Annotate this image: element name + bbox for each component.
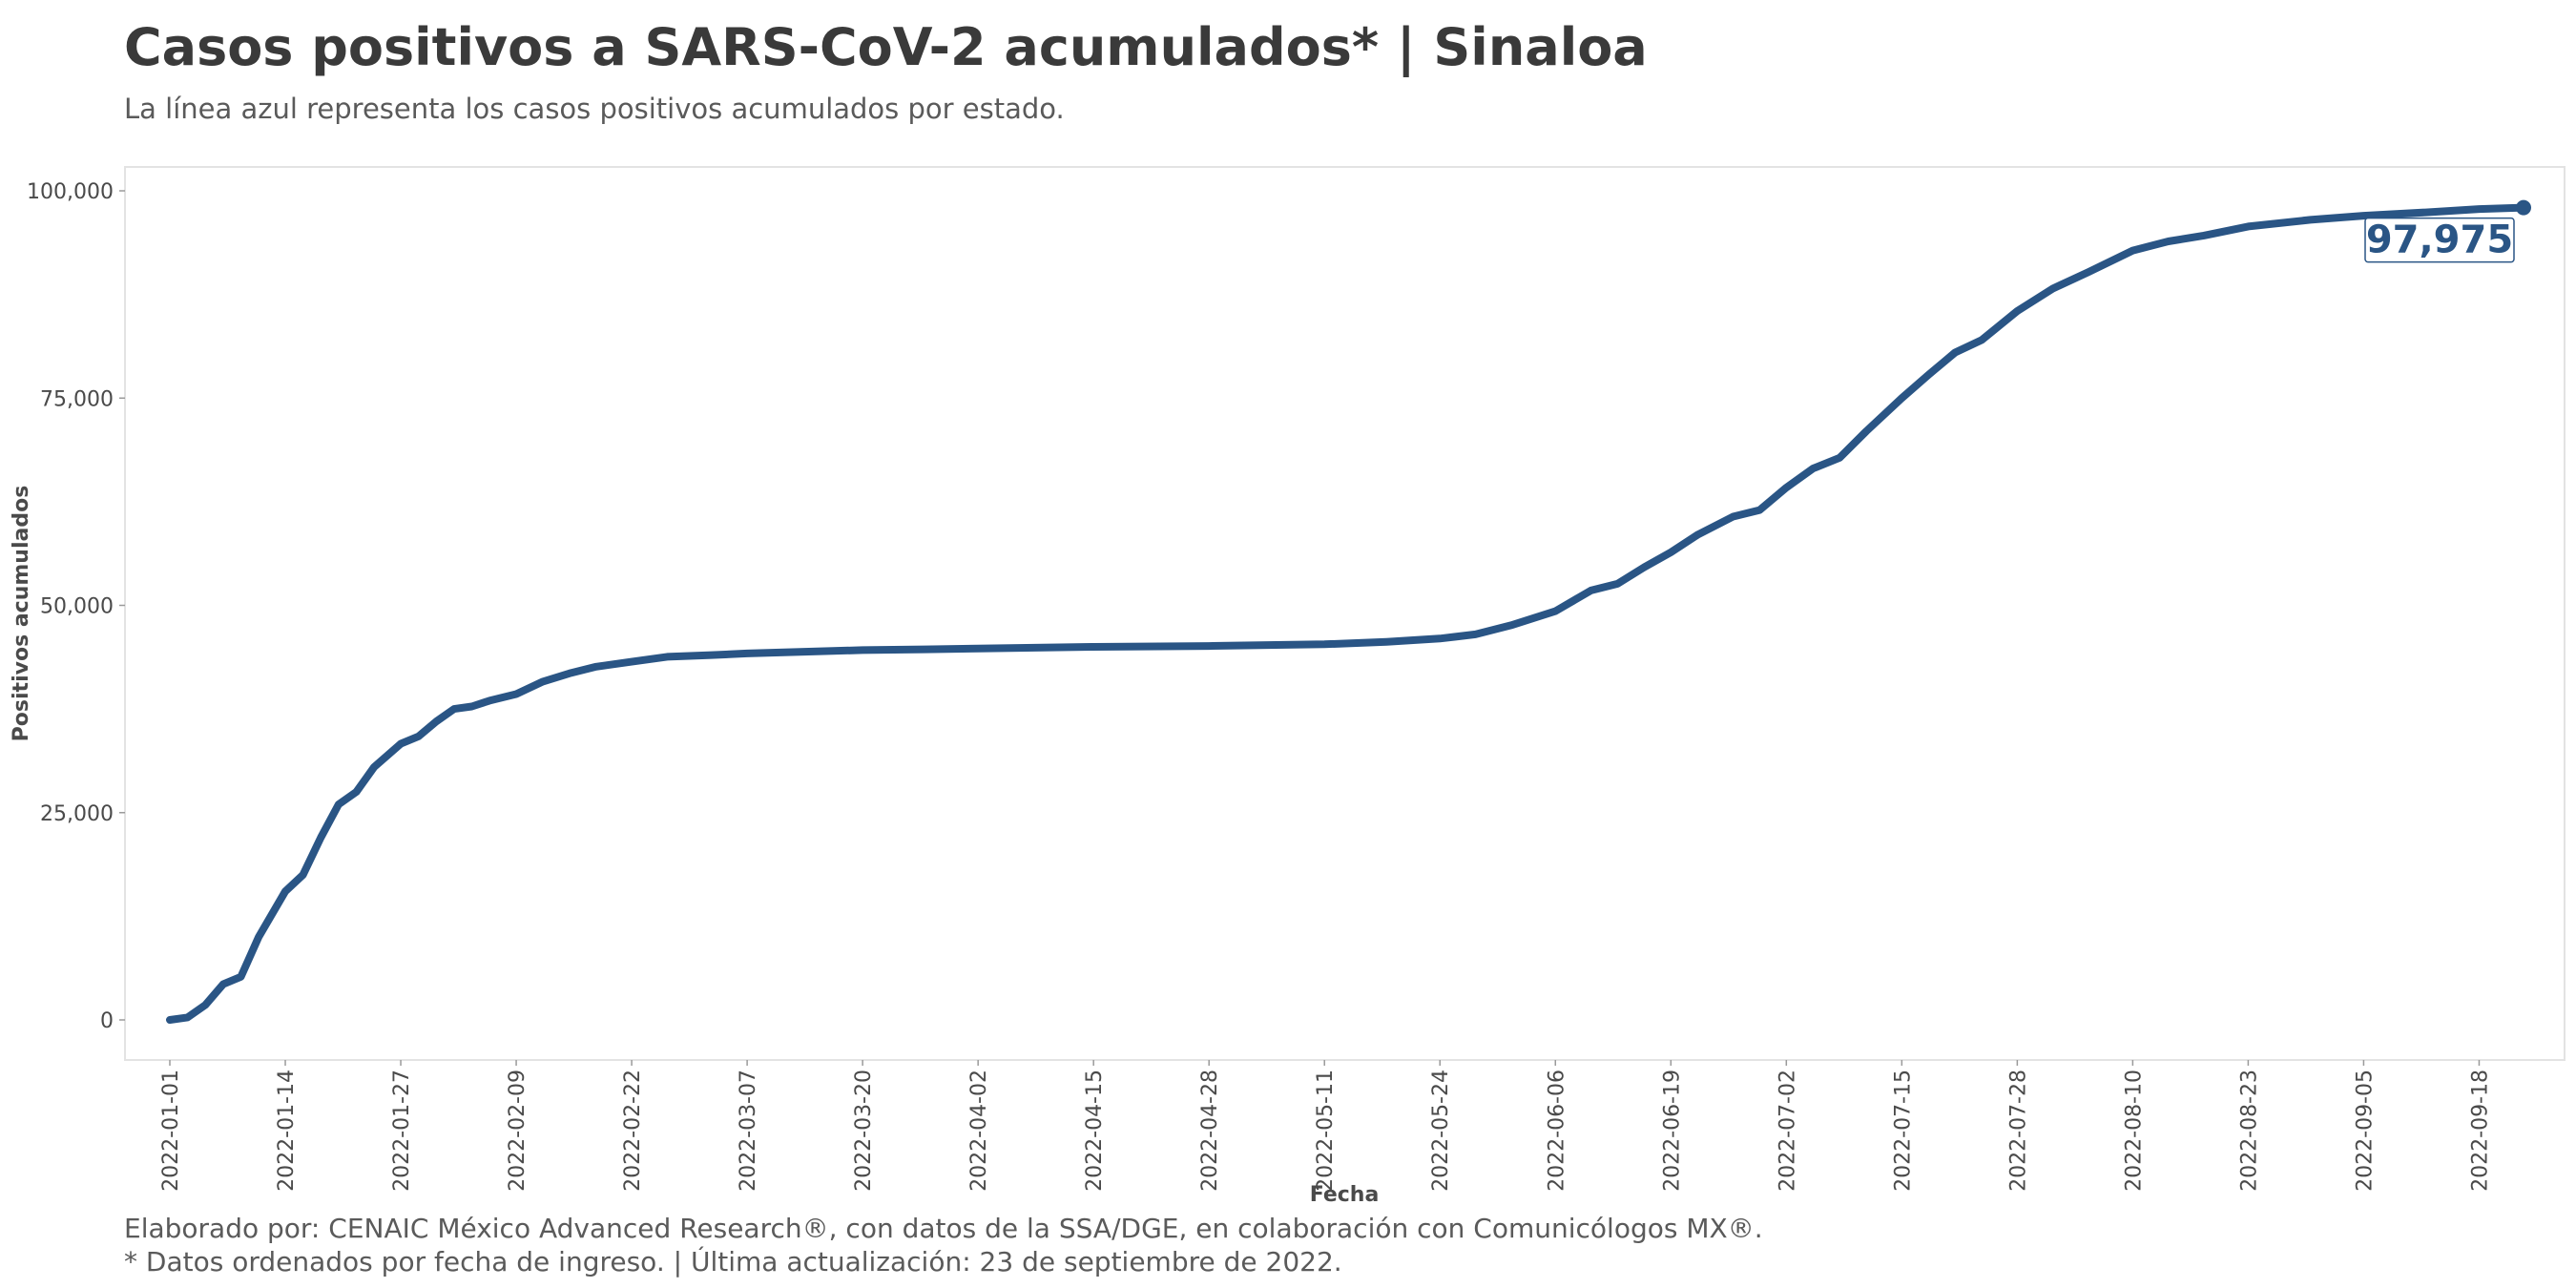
x-tick-label: 2022-09-05 <box>2353 1070 2377 1192</box>
chart-subtitle: La línea azul representa los casos posit… <box>124 93 1065 125</box>
x-tick-label: 2022-04-15 <box>1083 1070 1107 1192</box>
y-tick-label: 100,000 <box>27 180 114 204</box>
x-tick-label: 2022-05-24 <box>1429 1070 1453 1192</box>
x-tick-label: 2022-07-15 <box>1891 1070 1915 1192</box>
plot-panel <box>124 166 2566 1061</box>
x-tick-label: 2022-08-10 <box>2122 1070 2146 1192</box>
end-value-label-box <box>2364 217 2515 263</box>
series-line-positivos <box>166 203 2527 1024</box>
caption-note: * Datos ordenados por fecha de ingreso. … <box>124 1245 1342 1278</box>
y-tick-label: 0 <box>100 1009 114 1033</box>
chart-title: Casos positivos a SARS-CoV-2 acumulados*… <box>124 17 1648 77</box>
x-tick-label: 2022-01-01 <box>159 1070 183 1192</box>
y-tick-label: 25,000 <box>40 802 114 826</box>
x-tick-label: 2022-03-07 <box>737 1070 760 1192</box>
x-tick-label: 2022-07-02 <box>1776 1070 1799 1192</box>
x-axis-title: Fecha <box>1310 1183 1380 1207</box>
x-tick-label: 2022-08-23 <box>2237 1070 2261 1192</box>
x-tick-label: 2022-09-18 <box>2468 1070 2492 1192</box>
end-value-label-text: 97,975 <box>2366 218 2513 262</box>
y-axis-title: Positivos acumulados <box>10 486 33 742</box>
x-tick-label: 2022-06-19 <box>1660 1070 1684 1192</box>
x-tick-label: 2022-07-28 <box>2006 1070 2030 1192</box>
x-tick-label: 2022-01-14 <box>275 1070 299 1192</box>
y-tick-label: 75,000 <box>40 387 114 411</box>
end-value-label: 97,975 <box>2364 217 2515 263</box>
y-axis: 0 25,000 50,000 75,000 100,000 <box>27 180 125 1033</box>
y-tick-label: 50,000 <box>40 595 114 619</box>
x-tick-label: 2022-06-06 <box>1545 1070 1568 1192</box>
x-tick-label: 2022-04-28 <box>1198 1070 1222 1192</box>
end-point-marker <box>2516 199 2531 216</box>
x-tick-label: 2022-03-20 <box>852 1070 876 1192</box>
x-tick-label: 2022-02-22 <box>621 1070 645 1192</box>
x-tick-label: 2022-05-11 <box>1314 1070 1338 1192</box>
x-tick-label: 2022-04-02 <box>967 1070 991 1192</box>
x-tick-label: 2022-02-09 <box>506 1070 530 1192</box>
x-axis: 2022-01-01 2022-01-14 2022-01-27 2022-02-09… <box>159 1060 2492 1192</box>
caption-source: Elaborado por: CENAIC México Advanced Re… <box>124 1213 1763 1244</box>
x-tick-label: 2022-01-27 <box>390 1070 414 1192</box>
